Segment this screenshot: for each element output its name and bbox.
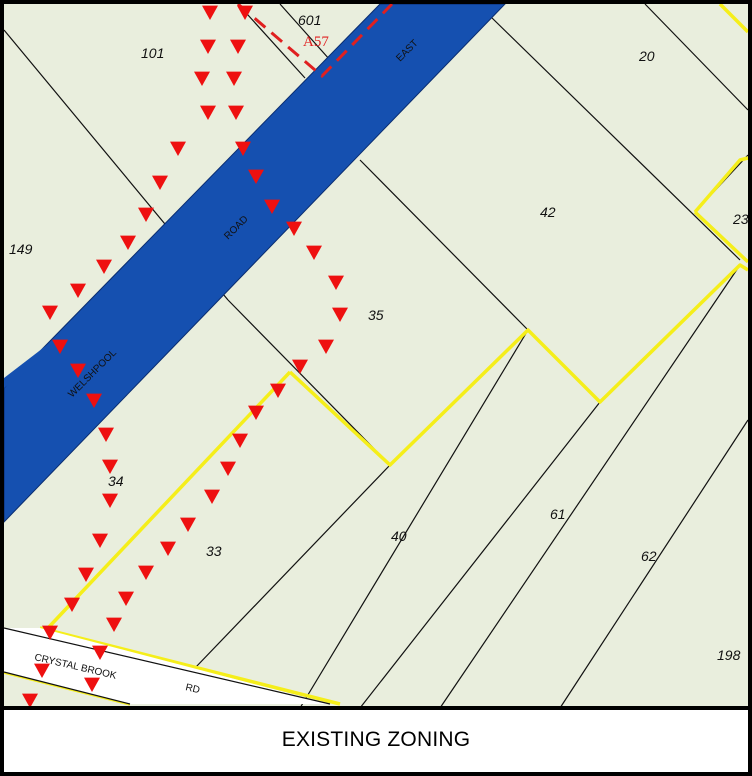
route-marker bbox=[70, 363, 86, 378]
route-marker bbox=[86, 393, 102, 408]
lot-label-601: 601 bbox=[298, 12, 321, 28]
map-caption: EXISTING ZONING bbox=[281, 728, 471, 751]
lot-label-149: 149 bbox=[9, 241, 33, 257]
lot-label-42: 42 bbox=[540, 204, 556, 220]
lot-label-33: 33 bbox=[206, 543, 222, 559]
route-marker bbox=[180, 517, 196, 532]
route-marker bbox=[270, 383, 286, 398]
lot-label-23: 23 bbox=[732, 211, 749, 227]
lot-label-61: 61 bbox=[550, 506, 566, 522]
route-marker bbox=[228, 105, 244, 120]
route-marker bbox=[248, 169, 264, 184]
lot-label-20: 20 bbox=[638, 48, 655, 64]
route-marker bbox=[226, 71, 242, 86]
route-marker bbox=[120, 235, 136, 250]
route-marker bbox=[42, 625, 58, 640]
road-label-rd: RD bbox=[184, 682, 201, 696]
lot-boundaries bbox=[3, 3, 749, 709]
route-marker bbox=[306, 245, 322, 260]
lot-label-62: 62 bbox=[641, 548, 657, 564]
route-marker bbox=[22, 693, 38, 708]
route-marker bbox=[204, 489, 220, 504]
route-marker bbox=[200, 39, 216, 54]
route-marker bbox=[202, 5, 218, 20]
route-marker bbox=[328, 275, 344, 290]
route-marker bbox=[200, 105, 216, 120]
route-marker bbox=[220, 461, 236, 476]
route-marker bbox=[34, 663, 50, 678]
route-marker bbox=[96, 259, 112, 274]
route-marker bbox=[152, 175, 168, 190]
road-reserve-spur bbox=[4, 335, 62, 388]
crystal-brook-rd-edge-bottom bbox=[3, 671, 131, 705]
route-marker bbox=[138, 565, 154, 580]
route-marker bbox=[70, 283, 86, 298]
lot-label-198: 198 bbox=[717, 647, 741, 663]
route-marker bbox=[52, 339, 68, 354]
route-marker bbox=[264, 199, 280, 214]
route-marker bbox=[106, 617, 122, 632]
route-marker bbox=[318, 339, 334, 354]
route-marker bbox=[102, 493, 118, 508]
route-marker bbox=[84, 677, 100, 692]
route-marker bbox=[92, 533, 108, 548]
route-marker bbox=[292, 359, 308, 374]
lot-label-101: 101 bbox=[141, 45, 164, 61]
a57-tag: A57 bbox=[303, 34, 329, 50]
lot-label-40: 40 bbox=[391, 528, 407, 544]
route-marker bbox=[230, 39, 246, 54]
crystal-brook-rd-edge-top bbox=[3, 627, 331, 705]
a57-boundary bbox=[237, 2, 394, 79]
route-marker bbox=[170, 141, 186, 156]
route-marker bbox=[64, 597, 80, 612]
route-marker bbox=[92, 645, 108, 660]
route-marker bbox=[235, 141, 251, 156]
route-marker bbox=[248, 405, 264, 420]
route-marker bbox=[78, 567, 94, 582]
route-marker bbox=[194, 71, 210, 86]
route-marker bbox=[332, 307, 348, 322]
route-marker bbox=[237, 5, 253, 20]
route-marker bbox=[98, 427, 114, 442]
route-marker bbox=[232, 433, 248, 448]
route-marker bbox=[102, 459, 118, 474]
route-marker bbox=[42, 305, 58, 320]
lot-label-34: 34 bbox=[108, 473, 124, 489]
route-marker bbox=[138, 207, 154, 222]
route-marker bbox=[118, 591, 134, 606]
lot-label-35: 35 bbox=[368, 307, 384, 323]
route-marker bbox=[160, 541, 176, 556]
route-marker bbox=[286, 221, 302, 236]
route-markers bbox=[22, 5, 348, 708]
